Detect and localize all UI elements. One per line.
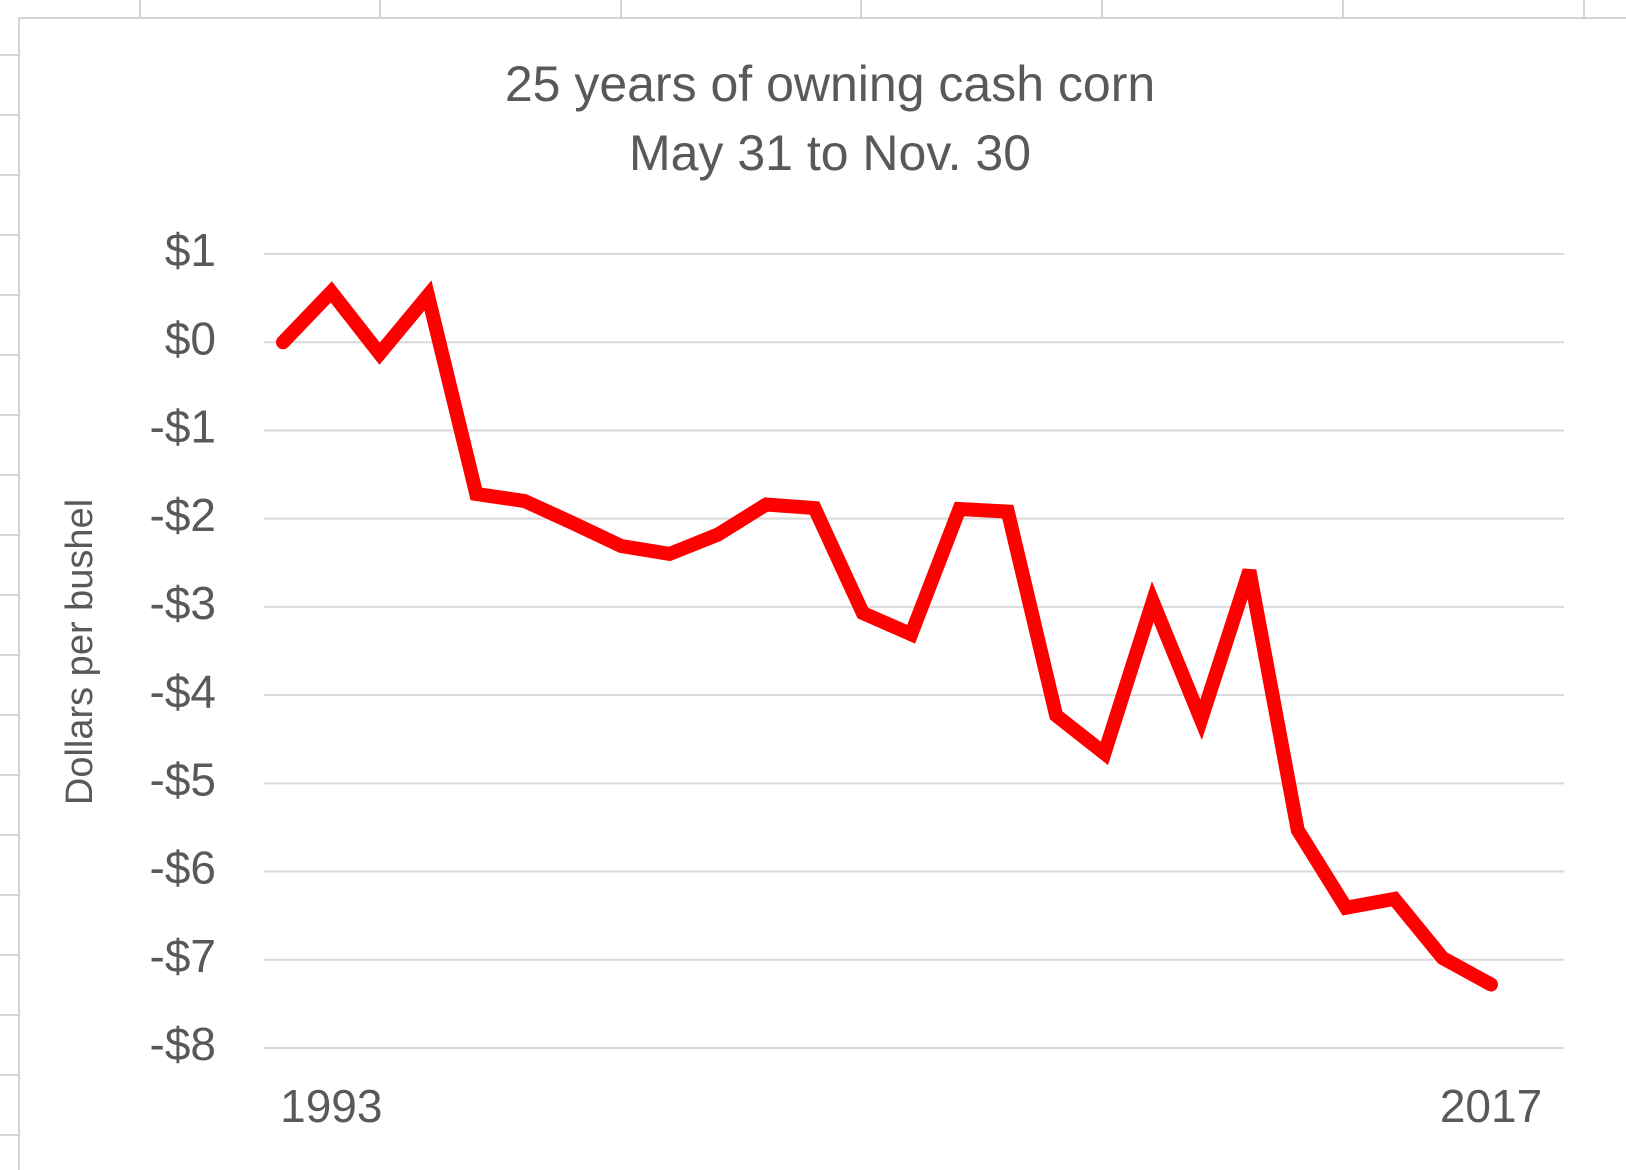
x-tick-label: 1993 bbox=[280, 1080, 382, 1132]
y-tick-label: -$2 bbox=[150, 489, 216, 541]
chart-subtitle: May 31 to Nov. 30 bbox=[629, 125, 1031, 181]
y-tick-label: -$7 bbox=[150, 930, 216, 982]
y-tick-label: $0 bbox=[165, 312, 216, 364]
y-tick-label: -$6 bbox=[150, 842, 216, 894]
y-tick-label: -$5 bbox=[150, 753, 216, 805]
data-line bbox=[276, 280, 1498, 992]
y-axis-label: Dollars per bushel bbox=[59, 499, 101, 805]
y-tick-label: -$4 bbox=[150, 665, 216, 717]
y-tick-label: -$3 bbox=[150, 577, 216, 629]
y-tick-label: -$1 bbox=[150, 401, 216, 453]
y-tick-label: -$8 bbox=[150, 1018, 216, 1070]
chart-title: 25 years of owning cash corn bbox=[505, 56, 1155, 112]
x-tick-label: 2017 bbox=[1440, 1080, 1542, 1132]
y-tick-label: $1 bbox=[165, 224, 216, 276]
